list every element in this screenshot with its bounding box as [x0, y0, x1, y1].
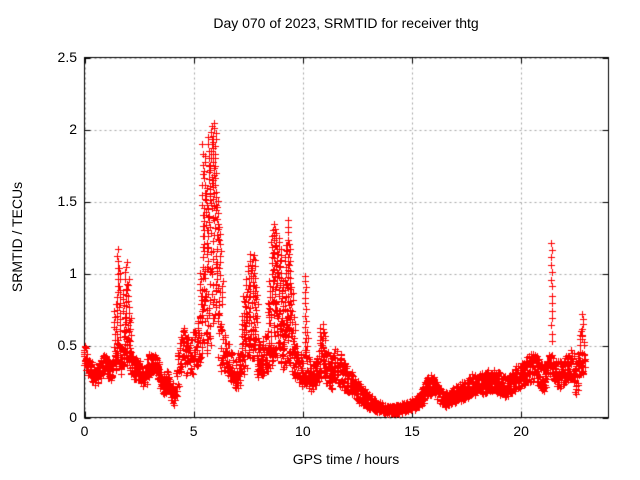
y-tick-label: 2.5: [57, 48, 77, 65]
y-tick-label: 1.5: [57, 192, 77, 209]
x-axis-label: GPS time / hours: [292, 451, 400, 467]
y-tick-label: 1: [69, 264, 77, 281]
y-axis-label: SRMTID / TECUs: [9, 181, 25, 293]
x-tick-label: 0: [80, 423, 89, 439]
x-tick-label: 10: [295, 423, 311, 439]
y-tick-label: 0: [69, 408, 77, 425]
x-tick-label: 15: [404, 423, 420, 439]
y-tick-label: 2: [69, 120, 77, 137]
x-tick-label: 5: [189, 423, 198, 439]
x-tick-label: 20: [513, 423, 529, 439]
y-tick-label: 0.5: [57, 336, 77, 353]
chart-title: Day 070 of 2023, SRMTID for receiver tht…: [213, 15, 479, 31]
